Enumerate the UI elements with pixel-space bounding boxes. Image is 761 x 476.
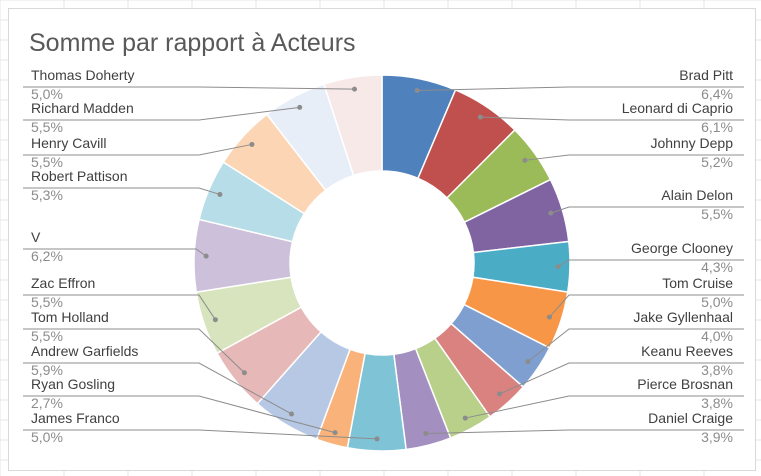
label-value-alain-delon: 5,5% bbox=[701, 206, 733, 222]
label-name-george-clooney: George Clooney bbox=[631, 240, 733, 256]
leader-line-brad-pitt bbox=[417, 86, 744, 92]
label-name-henry-cavill: Henry Cavill bbox=[31, 135, 106, 151]
leader-line-tom-holland bbox=[23, 328, 245, 374]
chart-title: Somme par rapport à Acteurs bbox=[29, 29, 356, 57]
label-name-zac-effron: Zac Effron bbox=[31, 275, 95, 291]
leader-line-daniel-craige bbox=[425, 429, 744, 434]
label-value-brad-pitt: 6,4% bbox=[701, 86, 733, 102]
leader-line-andrew-garfields bbox=[23, 362, 292, 415]
label-name-daniel-craige: Daniel Craige bbox=[648, 410, 733, 426]
label-name-andrew-garfields: Andrew Garfields bbox=[31, 343, 138, 359]
label-name-v: V bbox=[31, 229, 41, 245]
label-value-tom-cruise: 5,0% bbox=[701, 294, 733, 310]
label-name-brad-pitt: Brad Pitt bbox=[679, 67, 733, 83]
leader-line-thomas-doherty bbox=[23, 86, 355, 90]
label-name-richard-madden: Richard Madden bbox=[31, 100, 134, 116]
label-name-ryan-gosling: Ryan Gosling bbox=[31, 376, 115, 392]
leader-line-robert-pattison bbox=[23, 187, 221, 195]
label-value-richard-madden: 5,5% bbox=[31, 119, 63, 135]
label-name-keanu-reeves: Keanu Reeves bbox=[641, 343, 733, 359]
leader-line-v bbox=[23, 248, 207, 257]
doughnut-chart: Somme par rapport à Acteurs Brad Pitt 6,4… bbox=[23, 29, 744, 452]
leader-line-george-clooney bbox=[557, 259, 744, 268]
label-value-robert-pattison: 5,3% bbox=[31, 187, 63, 203]
label-value-daniel-craige: 3,9% bbox=[701, 429, 733, 445]
label-name-pierce-brosnan: Pierce Brosnan bbox=[637, 376, 733, 392]
leader-line-keanu-reeves bbox=[499, 362, 744, 395]
label-name-jake-gyllenhaal: Jake Gyllenhaal bbox=[633, 309, 733, 325]
doughnut-slices bbox=[193, 74, 571, 452]
slice-thomas-doherty[interactable] bbox=[323, 74, 383, 177]
data-labels: Brad Pitt 6,4%Leonard di Caprio 6,1%Johnny… bbox=[31, 67, 733, 445]
leader-line-alain-delon bbox=[550, 206, 744, 214]
label-value-ryan-gosling: 2,7% bbox=[31, 395, 63, 411]
leader-line-richard-madden bbox=[23, 106, 300, 121]
label-name-thomas-doherty: Thomas Doherty bbox=[31, 67, 134, 83]
leader-line-james-franco bbox=[23, 429, 378, 440]
leader-lines bbox=[23, 86, 744, 442]
leader-line-jake-gyllenhaal bbox=[527, 328, 744, 363]
label-value-zac-effron: 5,5% bbox=[31, 294, 63, 310]
label-value-henry-cavill: 5,5% bbox=[31, 154, 63, 170]
leader-line-pierce-brosnan bbox=[465, 395, 744, 419]
label-name-johnny-depp: Johnny Depp bbox=[650, 135, 733, 151]
label-value-johnny-depp: 5,2% bbox=[701, 154, 733, 170]
label-name-leonard-di-caprio: Leonard di Caprio bbox=[622, 100, 734, 116]
leader-line-ryan-gosling bbox=[23, 395, 336, 434]
label-name-robert-pattison: Robert Pattison bbox=[31, 168, 128, 184]
label-name-tom-cruise: Tom Cruise bbox=[662, 275, 733, 291]
label-value-v: 6,2% bbox=[31, 248, 63, 264]
label-value-leonard-di-caprio: 6,1% bbox=[701, 119, 733, 135]
label-value-tom-holland: 5,5% bbox=[31, 328, 63, 344]
leader-line-henry-cavill bbox=[23, 143, 253, 156]
leader-line-zac-effron bbox=[23, 294, 216, 320]
leader-line-leonard-di-caprio bbox=[480, 116, 744, 121]
chart-area[interactable]: Somme par rapport à Acteurs Brad Pitt 6,4… bbox=[8, 8, 756, 471]
label-name-alain-delon: Alain Delon bbox=[661, 187, 733, 203]
leader-line-johnny-depp bbox=[524, 154, 744, 161]
label-value-keanu-reeves: 3,8% bbox=[701, 362, 733, 378]
label-value-pierce-brosnan: 3,8% bbox=[701, 395, 733, 411]
label-name-tom-holland: Tom Holland bbox=[31, 309, 109, 325]
label-value-thomas-doherty: 5,0% bbox=[31, 86, 63, 102]
leader-line-tom-cruise bbox=[549, 294, 744, 318]
label-name-james-franco: James Franco bbox=[31, 410, 120, 426]
label-value-jake-gyllenhaal: 4,0% bbox=[701, 328, 733, 344]
label-value-george-clooney: 4,3% bbox=[701, 259, 733, 275]
label-value-andrew-garfields: 5,9% bbox=[31, 362, 63, 378]
label-value-james-franco: 5,0% bbox=[31, 429, 63, 445]
